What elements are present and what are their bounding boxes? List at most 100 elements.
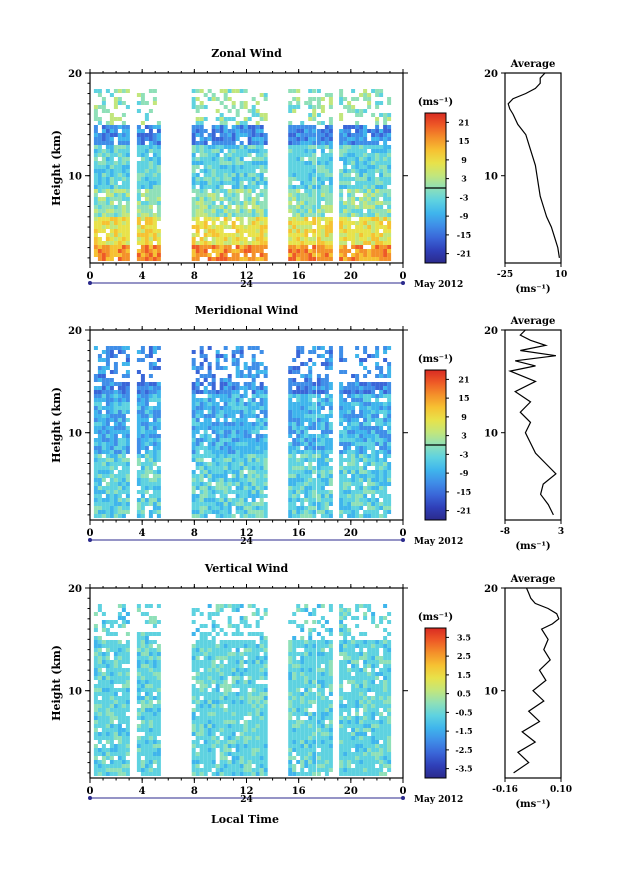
heatmap-cell xyxy=(144,732,149,736)
heatmap-cell xyxy=(117,410,122,414)
heatmap-cell xyxy=(203,141,208,145)
heatmap-cell xyxy=(367,129,372,133)
heatmap-cell xyxy=(144,486,149,490)
heatmap-cell xyxy=(156,672,161,676)
heatmap-cell xyxy=(239,498,244,502)
heatmap-cell xyxy=(93,141,98,145)
heatmap-cell xyxy=(105,712,110,716)
heatmap-cell xyxy=(235,382,240,386)
heatmap-cell xyxy=(93,249,98,253)
heatmap-cell xyxy=(105,450,110,454)
heatmap-cell xyxy=(219,390,224,394)
heatmap-cell xyxy=(324,470,329,474)
heatmap-cell xyxy=(203,506,208,510)
heatmap-cell xyxy=(156,346,161,350)
heatmap-cell xyxy=(125,470,130,474)
heatmap-cell xyxy=(199,185,204,189)
heatmap-cell xyxy=(251,113,256,117)
heatmap-cell xyxy=(207,632,212,636)
heatmap-cell xyxy=(215,157,220,161)
heatmap-cell xyxy=(105,406,110,410)
heatmap-cell xyxy=(113,732,118,736)
heatmap-cell xyxy=(363,249,368,253)
heatmap-cell xyxy=(93,466,98,470)
heatmap-cell xyxy=(379,161,384,165)
heatmap-cell xyxy=(219,406,224,410)
heatmap-cell xyxy=(97,161,102,165)
heatmap-cell xyxy=(125,620,130,624)
heatmap-cell xyxy=(117,708,122,712)
heatmap-cell xyxy=(304,209,309,213)
heatmap-cell xyxy=(239,257,244,261)
heatmap-cell xyxy=(152,704,157,708)
heatmap-cell xyxy=(231,133,236,137)
heatmap-cell xyxy=(324,221,329,225)
heatmap-cell xyxy=(223,394,228,398)
heatmap-cell xyxy=(320,406,325,410)
heatmap-cell xyxy=(144,173,149,177)
heatmap-cell xyxy=(219,386,224,390)
heatmap-cell xyxy=(136,506,141,510)
heatmap-cell xyxy=(223,378,228,382)
heatmap-cell xyxy=(113,390,118,394)
heatmap-cell xyxy=(121,644,126,648)
heatmap-cell xyxy=(152,490,157,494)
heatmap-cell xyxy=(371,233,376,237)
heatmap-cell xyxy=(355,482,360,486)
heatmap-cell xyxy=(339,422,344,426)
heatmap-cell xyxy=(239,418,244,422)
heatmap-cell xyxy=(148,616,153,620)
heatmap-cell xyxy=(199,414,204,418)
heatmap-cell xyxy=(152,245,157,249)
heatmap-cell xyxy=(347,193,352,197)
heatmap-cell xyxy=(339,97,344,101)
heatmap-cell xyxy=(156,688,161,692)
heatmap-cell xyxy=(355,141,360,145)
heatmap-cell xyxy=(375,221,380,225)
heatmap-cell xyxy=(219,169,224,173)
heatmap-cell xyxy=(288,366,293,370)
heatmap-cell xyxy=(121,125,126,129)
heatmap-cell xyxy=(324,418,329,422)
heatmap-cell xyxy=(316,253,321,257)
heatmap-cell xyxy=(211,177,216,181)
heatmap-cell xyxy=(105,161,110,165)
heatmap-cell xyxy=(136,145,141,149)
heatmap-cell xyxy=(243,458,248,462)
heatmap-cell xyxy=(259,125,264,129)
heatmap-cell xyxy=(121,454,126,458)
heatmap-cell xyxy=(148,688,153,692)
heatmap-cell xyxy=(207,205,212,209)
heatmap-cell xyxy=(304,478,309,482)
heatmap-cell xyxy=(371,514,376,518)
heatmap-cell xyxy=(316,137,321,141)
heatmap-cell xyxy=(375,125,380,129)
heatmap-cell xyxy=(105,181,110,185)
heatmap-cell xyxy=(383,209,388,213)
heatmap-cell xyxy=(148,486,153,490)
heatmap-cell xyxy=(152,346,157,350)
heatmap-cell xyxy=(371,113,376,117)
heatmap-cell xyxy=(227,430,232,434)
heatmap-cell xyxy=(199,462,204,466)
heatmap-cell xyxy=(113,728,118,732)
heatmap-cell xyxy=(308,153,313,157)
heatmap-cell xyxy=(121,620,126,624)
heatmap-cell xyxy=(223,133,228,137)
heatmap-cell xyxy=(304,402,309,406)
heatmap-cell xyxy=(316,229,321,233)
heatmap-cell xyxy=(259,213,264,217)
heatmap-cell xyxy=(156,197,161,201)
heatmap-cell xyxy=(316,89,321,93)
heatmap-cell xyxy=(144,700,149,704)
heatmap-cell xyxy=(117,644,122,648)
heatmap-cell xyxy=(97,390,102,394)
heatmap-cell xyxy=(140,712,145,716)
heatmap-cell xyxy=(136,253,141,257)
heatmap-cell xyxy=(223,153,228,157)
heatmap-cell xyxy=(219,173,224,177)
colorbar-tick-label: -9 xyxy=(460,211,469,221)
heatmap-cell xyxy=(292,478,297,482)
heatmap-cell xyxy=(379,137,384,141)
heatmap-cell xyxy=(339,494,344,498)
